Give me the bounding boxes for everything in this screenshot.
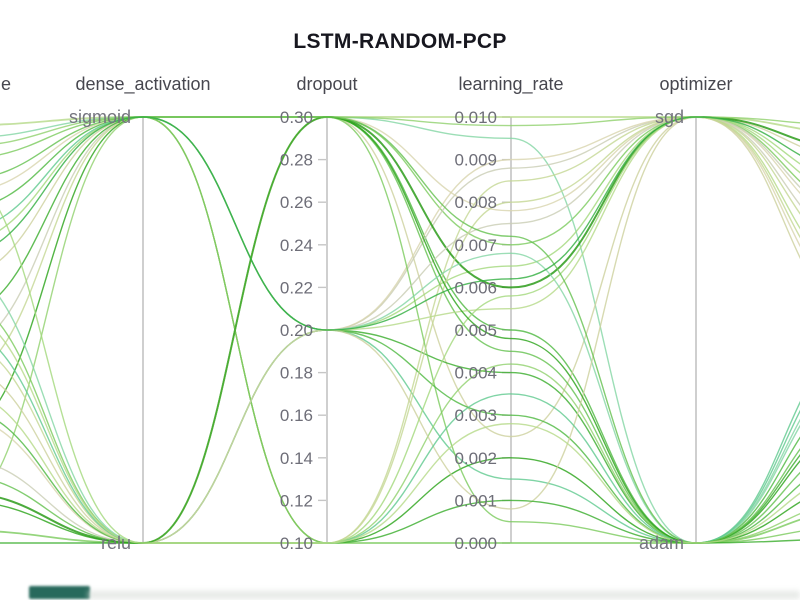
- tick-label-dropout: 0.14: [280, 449, 313, 468]
- tick-label-dropout: 0.16: [280, 406, 313, 425]
- tick-label-dropout: 0.26: [280, 193, 313, 212]
- axis-title-dropout: dropout: [296, 74, 357, 94]
- cropped-bottom-edge: [88, 591, 800, 599]
- axis-title-left-cut: e: [1, 74, 11, 94]
- tick-label-learning_rate: 0.005: [454, 321, 497, 340]
- tick-label-dropout: 0.20: [280, 321, 313, 340]
- tick-label-learning_rate: 0.009: [454, 151, 497, 170]
- tick-label-dropout: 0.22: [280, 278, 313, 297]
- tick-label-learning_rate: 0.003: [454, 406, 497, 425]
- run-line[interactable]: [0, 116, 800, 147]
- run-line[interactable]: [0, 116, 800, 544]
- category-label-optimizer-bottom: adam: [639, 533, 684, 553]
- tick-label-learning_rate: 0.001: [454, 491, 497, 510]
- axis-title-learning_rate: learning_rate: [458, 74, 563, 95]
- tick-label-learning_rate: 0.010: [454, 108, 497, 127]
- run-line[interactable]: [0, 116, 800, 544]
- run-line[interactable]: [0, 116, 800, 438]
- run-line[interactable]: [0, 509, 800, 544]
- cropped-bottom-element: [29, 586, 90, 599]
- tick-label-dropout: 0.28: [280, 151, 313, 170]
- run-line[interactable]: [0, 326, 800, 544]
- tick-label-learning_rate: 0.006: [454, 278, 497, 297]
- category-label-dense_activation-top: sigmoid: [69, 107, 131, 127]
- run-line[interactable]: [0, 309, 800, 544]
- run-line[interactable]: [0, 116, 800, 544]
- tick-label-learning_rate: 0.000: [454, 534, 497, 553]
- axis-title-optimizer: optimizer: [659, 74, 732, 94]
- tick-label-learning_rate: 0.007: [454, 236, 497, 255]
- tick-label-dropout: 0.18: [280, 364, 313, 383]
- category-label-optimizer-top: sgd: [655, 107, 684, 127]
- axis-title-dense_activation: dense_activation: [75, 74, 210, 95]
- tick-label-learning_rate: 0.004: [454, 364, 497, 383]
- tick-label-dropout: 0.30: [280, 108, 313, 127]
- tick-label-dropout: 0.10: [280, 534, 313, 553]
- tick-label-dropout: 0.24: [280, 236, 313, 255]
- chart-title: LSTM-RANDOM-PCP: [293, 30, 507, 53]
- run-line[interactable]: [0, 329, 800, 544]
- tick-label-dropout: 0.12: [280, 491, 313, 510]
- tick-label-learning_rate: 0.008: [454, 193, 497, 212]
- tick-label-learning_rate: 0.002: [454, 449, 497, 468]
- run-lines[interactable]: [0, 115, 800, 545]
- category-label-dense_activation-bottom: relu: [101, 533, 131, 553]
- run-line[interactable]: [0, 116, 800, 331]
